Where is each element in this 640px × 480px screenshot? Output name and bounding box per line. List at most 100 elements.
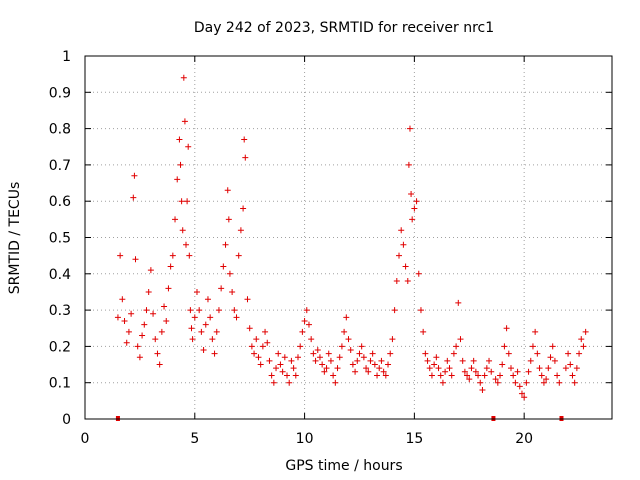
- data-point: [345, 336, 352, 343]
- data-point: [178, 198, 185, 205]
- data-point: [363, 365, 370, 372]
- data-point: [163, 317, 170, 324]
- data-point: [477, 379, 484, 386]
- data-point: [235, 252, 242, 259]
- data-point: [428, 372, 435, 379]
- data-point: [189, 336, 196, 343]
- data-point: [448, 372, 455, 379]
- data-point: [455, 299, 462, 306]
- data-point: [400, 241, 407, 248]
- y-tick-label: 0.6: [49, 194, 71, 210]
- data-point: [492, 376, 499, 383]
- data-point: [310, 350, 317, 357]
- data-point: [121, 317, 128, 324]
- data-point: [312, 357, 319, 364]
- data-point: [405, 161, 412, 168]
- data-point: [435, 365, 442, 372]
- data-point: [246, 325, 253, 332]
- data-point: [266, 357, 273, 364]
- data-point: [398, 227, 405, 234]
- data-point: [420, 328, 427, 335]
- x-tick-label: 5: [190, 431, 199, 447]
- data-point: [299, 328, 306, 335]
- data-point: [424, 357, 431, 364]
- data-point: [308, 336, 315, 343]
- data-point: [255, 354, 262, 361]
- data-point: [114, 314, 121, 321]
- x-tick-label: 10: [296, 431, 314, 447]
- data-point: [188, 325, 195, 332]
- data-point: [367, 357, 374, 364]
- data-point: [549, 343, 556, 350]
- data-point: [213, 328, 220, 335]
- grid: [85, 56, 612, 419]
- data-point: [279, 368, 286, 375]
- data-point: [562, 365, 569, 372]
- y-tick-label: 0.5: [49, 231, 71, 247]
- data-point: [141, 321, 148, 328]
- data-point: [501, 343, 508, 350]
- data-point: [341, 328, 348, 335]
- data-point: [187, 307, 194, 314]
- y-tick-label: 0: [62, 412, 71, 428]
- x-tick-label: 0: [81, 431, 90, 447]
- data-point: [536, 365, 543, 372]
- data-point: [125, 328, 132, 335]
- x-tick-label: 20: [515, 431, 533, 447]
- data-point: [578, 336, 585, 343]
- data-point: [290, 365, 297, 372]
- data-point: [521, 394, 528, 401]
- data-point: [453, 343, 460, 350]
- data-points: [114, 74, 589, 401]
- x-tick-label: 15: [405, 431, 423, 447]
- data-point: [527, 357, 534, 364]
- data-point: [319, 361, 326, 368]
- data-point: [268, 372, 275, 379]
- data-point: [525, 368, 532, 375]
- data-point: [233, 314, 240, 321]
- y-axis: 0 0.1 0.2 0.3 0.4 0.5 0.6 0.7 0.8 0.9 1: [49, 49, 612, 428]
- data-point: [231, 307, 238, 314]
- data-point: [497, 372, 504, 379]
- data-point: [165, 285, 172, 292]
- data-point: [183, 241, 190, 248]
- data-point: [191, 314, 198, 321]
- data-point: [251, 350, 258, 357]
- data-point: [516, 383, 523, 390]
- data-point: [481, 372, 488, 379]
- data-point: [305, 321, 312, 328]
- data-point: [259, 343, 266, 350]
- data-point: [128, 310, 135, 317]
- data-point: [336, 354, 343, 361]
- data-point: [472, 368, 479, 375]
- data-point: [569, 372, 576, 379]
- data-point: [352, 368, 359, 375]
- data-point: [143, 307, 150, 314]
- x-axis: 0 5 10 15 20: [81, 56, 533, 447]
- data-point: [145, 288, 152, 295]
- data-point: [200, 347, 207, 354]
- data-point: [220, 263, 227, 270]
- data-point: [507, 365, 514, 372]
- data-point: [382, 372, 389, 379]
- data-point: [523, 379, 530, 386]
- data-point: [325, 350, 332, 357]
- data-point: [297, 343, 304, 350]
- data-point: [450, 350, 457, 357]
- data-point: [543, 376, 550, 383]
- y-tick-label: 0.7: [49, 158, 71, 174]
- data-point: [154, 350, 161, 357]
- data-point: [253, 336, 260, 343]
- data-point: [281, 354, 288, 361]
- data-point: [387, 350, 394, 357]
- data-point: [422, 350, 429, 357]
- data-point: [186, 252, 193, 259]
- data-point: [334, 365, 341, 372]
- data-point: [514, 368, 521, 375]
- data-point: [338, 343, 345, 350]
- data-point: [158, 328, 165, 335]
- data-point: [332, 379, 339, 386]
- data-point: [393, 278, 400, 285]
- data-point: [226, 270, 233, 277]
- data-point: [486, 357, 493, 364]
